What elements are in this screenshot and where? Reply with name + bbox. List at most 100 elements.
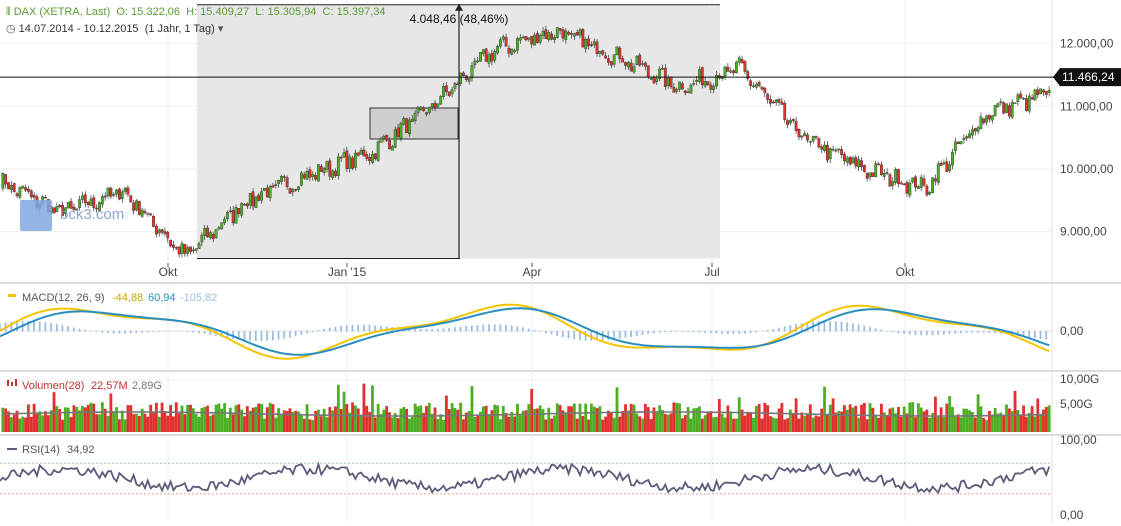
candle-body [308,169,312,178]
volume-bar [365,405,369,432]
candle-body [1036,89,1040,95]
macd-histogram-bar [294,331,297,337]
volume-bar [209,415,212,432]
candle-body [362,149,366,157]
volume-bar [567,406,571,432]
macd-histogram-bar [436,328,439,332]
macd-histogram-bar [152,331,155,332]
macd-histogram-bar [806,322,809,332]
volume-bar [951,406,954,432]
price-tick-label: 9.000,00 [1060,225,1107,239]
volume-bar [325,417,329,432]
macd-histogram-bar [908,331,911,335]
candle-body [783,103,787,121]
candle-body [294,189,298,191]
volume-bar [612,417,616,432]
macd-histogram-bar [613,331,615,340]
macd-histogram-bar [760,331,763,332]
candle-body [24,187,27,191]
volume-bar [988,410,991,432]
candle-body [825,144,829,161]
volume-bar [993,408,997,432]
candle-body [814,135,818,138]
macd-histogram-bar [579,331,581,340]
volume-bar [999,412,1003,432]
candle-body [1005,103,1008,113]
dropdown-arrow-icon[interactable]: ▾ [217,23,224,35]
volume-bar [450,403,454,432]
macd-histogram-bar [635,331,638,336]
range-header[interactable]: ◷ 14.07.2014 - 10.12.2015 (1 Jahr, 1 Tag… [6,22,223,35]
candle-body [493,51,497,61]
macd-histogram-bar [584,331,587,341]
volume-bar [413,403,417,432]
volume-bar [234,405,238,432]
volume-bar [120,410,124,432]
volume-bar [356,408,360,432]
volume-bar [513,416,517,432]
volume-bar [547,407,551,432]
volume-bar [493,404,497,432]
macd-histogram-bar [800,323,803,332]
candle-body [635,55,639,66]
volume-bar [561,410,565,432]
candle-body [9,185,13,191]
candle-body [169,239,172,247]
volume-bar [541,409,545,432]
volume-bar [268,402,272,432]
macd-histogram-bar [254,331,257,341]
candle-body [487,54,491,64]
volume-bar [939,407,943,432]
volume-bar [1,407,5,432]
rsi-label: RSI(14) [22,444,60,456]
candle-body [413,112,417,121]
volume-bar [592,406,596,432]
volume-bar [860,404,863,432]
macd-histogram-bar [1045,331,1048,340]
candle-body [632,66,636,73]
volume-bar [4,408,8,432]
candle-body [408,119,411,135]
volume-bar [95,414,99,432]
candle-body [649,78,653,80]
volume-bar [385,406,389,432]
candle-body [388,139,391,150]
macd-histogram-bar [209,331,212,335]
volume-bar [1033,416,1037,432]
candle-body [103,195,107,198]
macd-signal-line [0,307,1050,356]
candle-body [706,81,710,86]
candle-body [609,61,613,66]
candle-body [470,65,474,79]
volume-bar [396,418,400,432]
macd-histogram-bar [709,331,712,334]
volume-bar [291,411,295,432]
volume-bar [931,413,934,432]
volume-legend-swatch [11,382,13,386]
macd-histogram-bar [664,331,667,333]
volume-bar [700,418,704,432]
candle-body [808,141,812,143]
candle-body [422,107,426,112]
volume-bar [200,407,204,432]
volume-bar [646,407,650,432]
candle-body [589,44,593,46]
volume-bar [373,417,377,432]
candle-body [166,231,170,239]
candle-body [245,203,249,207]
volume-bar [763,402,767,432]
volume-bar [226,418,229,432]
candle-body [100,196,104,205]
macd-value-2: 60,94 [148,292,176,304]
volume-bar [38,411,42,432]
candle-body [7,182,10,190]
candle-body [314,175,317,180]
measure-arrow-head [455,3,463,11]
volume-bar [692,408,696,432]
volume-bar [143,413,147,432]
candle-body [709,84,713,90]
macd-histogram-bar [118,331,121,334]
candle-body [154,225,158,235]
volume-bar [766,405,770,432]
candle-body [280,175,283,182]
